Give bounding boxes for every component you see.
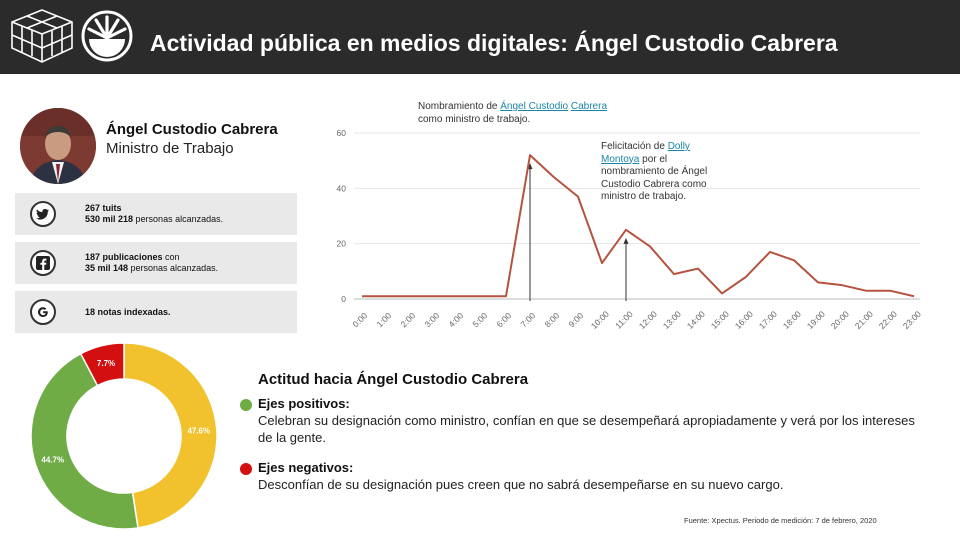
donut-slice	[79, 342, 125, 387]
positive-bullet-icon	[240, 399, 252, 411]
facebook-reach-text: personas alcanzadas.	[128, 263, 219, 273]
attitude-title: Actitud hacia Ángel Custodio Cabrera	[258, 371, 529, 388]
positive-axes-heading: Ejes positivos:	[258, 396, 350, 411]
series-line	[362, 154, 915, 298]
annotation-congratulation-link-1[interactable]: Dolly	[667, 141, 690, 152]
x-tick-label: 22:00	[877, 309, 899, 331]
annotation-congratulation: Felicitación de Dolly Montoya por el nom…	[601, 141, 707, 204]
x-tick-label: 9:00	[566, 310, 585, 329]
google-stat-text: 18 notas indexadas.	[85, 307, 171, 318]
annotation-congratulation-line-4: Custodio Cabrera como	[601, 178, 707, 190]
x-tick-label: 0:00	[350, 310, 369, 329]
source-note: Fuente: Xpectus. Periodo de medición: 7 …	[684, 516, 877, 525]
y-tick-label: 60	[337, 128, 347, 138]
negative-bullet-icon	[240, 463, 252, 475]
annotation-arrowhead	[623, 237, 629, 244]
donut-label: 47.6%	[187, 426, 210, 435]
x-tick-label: 21:00	[853, 309, 875, 331]
hourly-activity-line-chart: 0 20 40 60 0:00 1:00 2:00 3:00 4:00 5:00 6:00 7:00…	[337, 128, 924, 331]
x-tick-label: 12:00	[637, 309, 659, 331]
x-tick-label: 19:00	[805, 309, 827, 331]
twitter-stat-card: 267 tuits 530 mil 218 personas alcanzada…	[15, 193, 297, 235]
annotation-appointment-suffix: como ministro de trabajo.	[418, 113, 531, 125]
google-stat-card: 18 notas indexadas.	[15, 291, 297, 333]
x-tick-label: 1:00	[374, 310, 393, 329]
annotation-congratulation-line-5: ministro de trabajo.	[601, 191, 687, 202]
annotation-appointment-prefix: Nombramiento de	[418, 101, 501, 112]
page-title: Actividad pública en medios digitales: Á…	[150, 30, 838, 56]
x-tick-label: 3:00	[422, 310, 441, 329]
twitter-reach-text: personas alcanzadas.	[133, 214, 224, 224]
x-tick-label: 23:00	[901, 309, 923, 331]
annotation-congratulation-prefix: Felicitación de	[601, 141, 668, 152]
x-tick-label: 15:00	[709, 309, 731, 331]
y-tick-label: 0	[341, 294, 346, 304]
negative-axes-text: Desconfían de su designación pues creen …	[258, 477, 784, 492]
cube-logo-icon	[11, 9, 73, 63]
annotation-congratulation-suffix: por el	[639, 153, 668, 165]
x-tick-label: 11:00	[613, 309, 635, 331]
annotation-appointment-link-2[interactable]: Cabrera	[570, 101, 608, 112]
x-tick-label: 14:00	[685, 309, 707, 331]
annotation-appointment-link-1[interactable]: Ángel Custodio	[500, 101, 569, 112]
x-tick-label: 7:00	[518, 310, 537, 329]
annotation-congratulation-link-2[interactable]: Montoya	[601, 153, 640, 165]
facebook-count-suffix: con	[162, 252, 180, 262]
twitter-count: 267 tuits	[85, 203, 122, 213]
donut-label: 7.7%	[97, 359, 115, 368]
x-tick-label: 6:00	[494, 310, 513, 329]
x-tick-label: 16:00	[733, 309, 755, 331]
facebook-stat-card: 187 publicaciones con 35 mil 148 persona…	[15, 242, 297, 284]
x-tick-label: 13:00	[661, 309, 683, 331]
twitter-icon	[30, 201, 56, 227]
brand-logo-icon	[81, 10, 133, 62]
x-tick-label: 18:00	[781, 309, 803, 331]
x-tick-label: 2:00	[398, 310, 417, 329]
x-tick-label: 4:00	[446, 310, 465, 329]
donut-label: 44.7%	[41, 455, 64, 464]
x-tick-label: 20:00	[829, 309, 851, 331]
facebook-stat-text: 187 publicaciones con 35 mil 148 persona…	[85, 252, 218, 274]
google-notes: 18 notas indexadas.	[85, 307, 171, 317]
person-name: Ángel Custodio Cabrera	[106, 121, 278, 138]
negative-axes-heading: Ejes negativos:	[258, 460, 354, 475]
header-bar: Actividad pública en medios digitales: Á…	[0, 0, 960, 74]
y-tick-label: 20	[337, 239, 347, 249]
facebook-reach-value: 35 mil 148	[85, 263, 129, 273]
twitter-reach-value: 530 mil 218	[85, 214, 134, 224]
x-tick-label: 5:00	[470, 310, 489, 329]
person-role: Ministro de Trabajo	[106, 140, 234, 157]
x-tick-label: 17:00	[757, 309, 779, 331]
google-icon	[30, 299, 56, 325]
x-tick-label: 8:00	[542, 310, 561, 329]
facebook-icon	[30, 250, 56, 276]
x-tick-label: 10:00	[589, 309, 611, 331]
sentiment-donut-chart: 47.6% 44.7% 7.7%	[30, 342, 218, 530]
facebook-count: 187 publicaciones	[85, 252, 163, 262]
donut-slice	[30, 352, 139, 530]
twitter-stat-text: 267 tuits 530 mil 218 personas alcanzada…	[85, 203, 223, 225]
positive-axes-text: Celebran su designación como ministro, c…	[258, 413, 915, 445]
avatar	[20, 108, 96, 184]
y-tick-label: 40	[337, 183, 347, 193]
donut-slice	[123, 342, 218, 529]
annotation-congratulation-line-3: nombramiento de Ángel	[601, 166, 708, 177]
annotation-appointment: Nombramiento de Ángel Custodio Cabrera c…	[418, 101, 607, 126]
